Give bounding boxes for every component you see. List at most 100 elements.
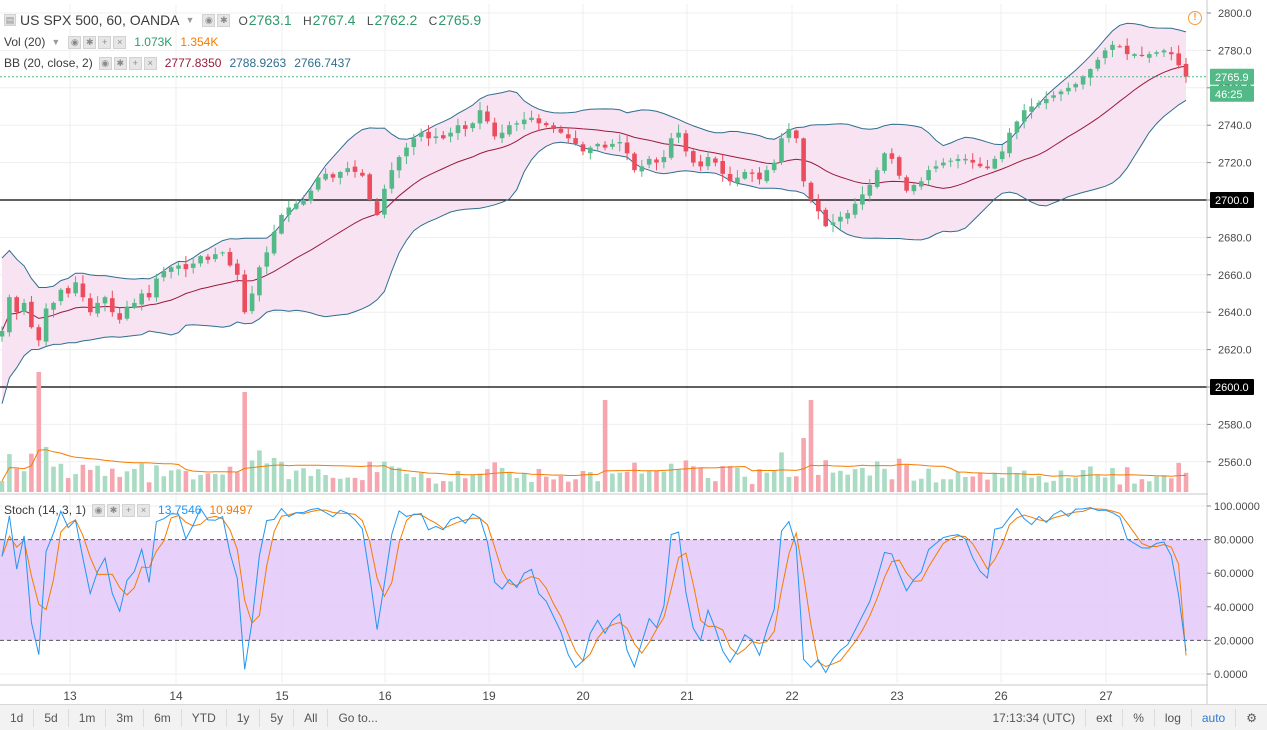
candle — [43, 303, 49, 347]
eye-icon[interactable]: ◉ — [98, 56, 112, 70]
plus-icon[interactable]: + — [98, 35, 112, 49]
price-tick-label: 2680.0 — [1218, 232, 1252, 244]
plus-icon[interactable]: + — [122, 503, 136, 517]
chart-canvas[interactable]: 2800.02780.02760.02740.02720.02700.02680… — [0, 0, 1267, 704]
volume-bar — [588, 472, 593, 492]
volume-bar — [720, 466, 725, 492]
candle — [624, 134, 630, 161]
timeframe-ytd[interactable]: YTD — [182, 708, 227, 727]
volume-bar — [367, 461, 372, 492]
stoch-tick-label: 80.0000 — [1214, 535, 1254, 547]
candle — [838, 211, 843, 230]
volume-bar — [551, 479, 556, 492]
volume-bar — [183, 471, 189, 492]
bb-label[interactable]: BB (20, close, 2) — [4, 56, 93, 70]
low-label: L — [366, 14, 374, 28]
goto-button[interactable]: Go to... — [338, 710, 378, 725]
timeframe-1d[interactable]: 1d — [0, 708, 35, 727]
candle — [477, 101, 483, 130]
eye-icon[interactable]: ◉ — [202, 13, 216, 27]
volume-bar — [624, 471, 630, 492]
candle — [992, 155, 998, 170]
volume-bar — [521, 473, 527, 492]
candle — [617, 134, 623, 152]
close-icon[interactable]: × — [137, 503, 151, 517]
collapse-icon[interactable]: ▤ — [4, 14, 16, 26]
candle — [499, 124, 505, 143]
timeframe-all[interactable]: All — [294, 708, 329, 727]
timeframe-5d[interactable]: 5d — [34, 708, 69, 727]
bollinger-fill — [2, 23, 1186, 404]
candle — [227, 247, 233, 268]
percent-toggle[interactable]: % — [1122, 708, 1154, 727]
chevron-down-icon[interactable]: ▼ — [185, 15, 195, 25]
volume-bar — [845, 474, 850, 492]
chevron-down-icon[interactable]: ▼ — [51, 37, 61, 47]
symbol-title[interactable]: US SPX 500, 60, OANDA — [20, 12, 180, 28]
gear-icon[interactable]: ✱ — [83, 35, 97, 49]
candle — [919, 177, 924, 190]
candle — [1132, 53, 1137, 59]
timeframe-6m[interactable]: 6m — [144, 708, 182, 727]
volume-bar — [1051, 480, 1056, 492]
volume-bar — [911, 480, 917, 492]
gear-icon[interactable]: ✱ — [107, 503, 121, 517]
stoch-tick-label: 0.0000 — [1214, 669, 1248, 681]
stoch-tick-label: 40.0000 — [1214, 602, 1254, 614]
auto-toggle[interactable]: auto — [1190, 708, 1235, 727]
candle — [558, 125, 564, 134]
candle — [88, 293, 93, 316]
clock-time[interactable]: 17:13:34 (UTC) — [992, 710, 1076, 725]
bottom-toolbar: 1d 5d 1m 3m 6m YTD 1y 5y All Go to... 17… — [0, 704, 1267, 730]
log-toggle[interactable]: log — [1153, 708, 1191, 727]
candle — [1183, 58, 1189, 83]
x-tick-label: 15 — [275, 689, 289, 703]
candle — [492, 117, 497, 140]
settings-gear-icon[interactable]: ⚙ — [1235, 708, 1267, 727]
timeframe-3m[interactable]: 3m — [106, 708, 145, 727]
high-label: H — [302, 14, 312, 28]
volume-bar — [29, 453, 34, 492]
volume-legend: Vol (20) ▼ ◉ ✱ + × 1.073K 1.354K — [4, 33, 226, 51]
eye-icon[interactable]: ◉ — [92, 503, 106, 517]
timeframe-1y[interactable]: 1y — [227, 708, 261, 727]
timeframe-1m[interactable]: 1m — [69, 708, 107, 727]
close-icon[interactable]: × — [143, 56, 157, 70]
price-tick-label: 2800.0 — [1218, 8, 1252, 20]
volume-bar — [1176, 462, 1181, 492]
volume-label[interactable]: Vol (20) — [4, 35, 46, 49]
close-icon[interactable]: × — [113, 35, 127, 49]
candle — [794, 129, 799, 143]
open-value: 2763.1 — [248, 12, 292, 28]
volume-bar — [58, 463, 64, 492]
volume-bar — [485, 469, 490, 492]
price-tick-label: 2740.0 — [1218, 120, 1252, 132]
candle — [1014, 120, 1020, 140]
volume-value: 1.073K — [134, 35, 173, 49]
volume-bar — [1066, 478, 1071, 492]
ext-toggle[interactable]: ext — [1085, 708, 1122, 727]
plus-icon[interactable]: + — [128, 56, 142, 70]
x-tick-label: 27 — [1099, 689, 1113, 703]
volume-bar — [190, 479, 196, 492]
volume-bar — [1183, 472, 1189, 492]
warning-icon[interactable]: ! — [1188, 11, 1202, 25]
bollinger-upper-line — [1, 22, 1187, 288]
eye-icon[interactable]: ◉ — [68, 35, 82, 49]
candle — [1088, 68, 1093, 86]
candle — [411, 133, 417, 156]
volume-bar — [933, 482, 939, 492]
timeframe-5y[interactable]: 5y — [260, 708, 295, 727]
candle — [21, 298, 27, 315]
volume-bar — [213, 474, 218, 492]
volume-bar — [632, 462, 637, 492]
gear-icon[interactable]: ✱ — [217, 13, 231, 27]
gear-icon[interactable]: ✱ — [113, 56, 127, 70]
candle — [58, 287, 64, 306]
stoch-label[interactable]: Stoch (14, 3, 1) — [4, 503, 87, 517]
candle — [816, 194, 821, 220]
price-marker-2700-text: 2700.0 — [1215, 195, 1249, 207]
volume-bar — [771, 470, 777, 492]
volume-bar — [448, 481, 453, 492]
